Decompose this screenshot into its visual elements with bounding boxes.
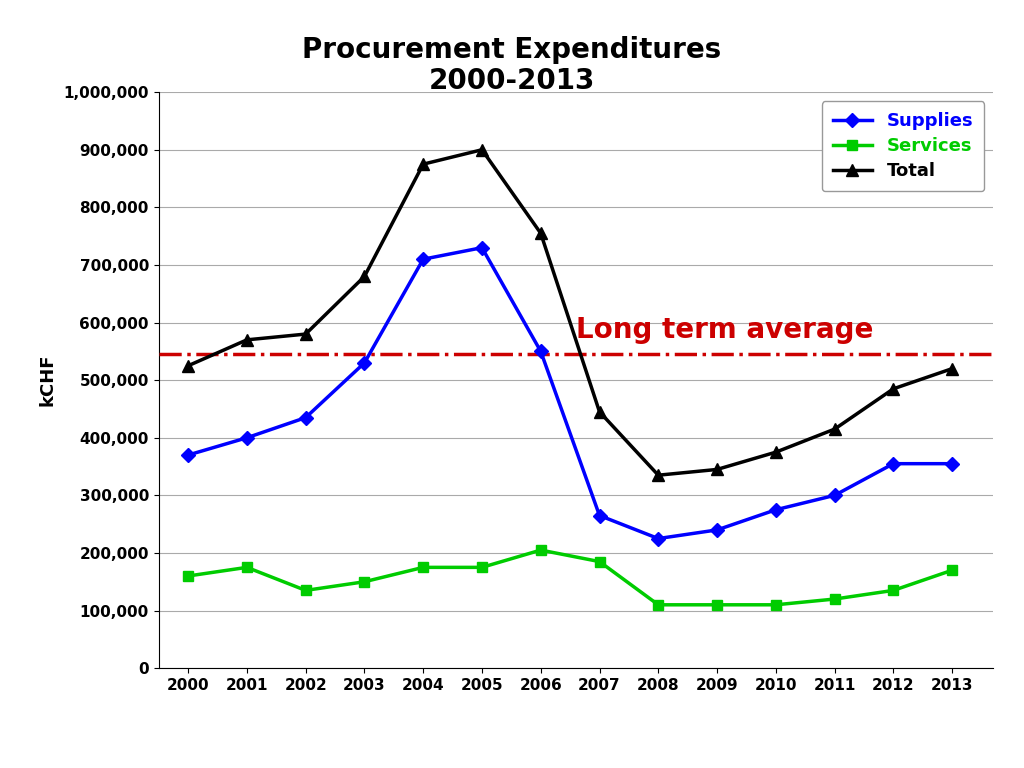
Text: Long term average: Long term average	[575, 316, 873, 344]
Total	[593, 407, 605, 416]
Services	[828, 594, 841, 604]
Text: European Organization for Nuclear Research: European Organization for Nuclear Resear…	[111, 704, 408, 717]
Total	[182, 361, 195, 370]
Text: 2000-2013: 2000-2013	[429, 67, 595, 94]
Total	[711, 465, 723, 474]
Supplies	[358, 358, 371, 368]
Line: Services: Services	[183, 545, 957, 610]
Services	[182, 571, 195, 581]
Total	[417, 160, 429, 169]
Supplies	[770, 505, 782, 515]
Text: CERN: CERN	[36, 712, 62, 721]
Services	[652, 601, 665, 610]
Services	[770, 601, 782, 610]
Services	[593, 557, 605, 566]
Supplies	[887, 459, 899, 468]
Supplies	[828, 491, 841, 500]
Services	[535, 545, 547, 554]
Supplies	[476, 243, 488, 252]
Total	[535, 229, 547, 238]
Supplies	[652, 534, 665, 543]
Total	[241, 336, 253, 345]
Total	[770, 448, 782, 457]
Text: Organisation européenne pour la recherche nucléaire: Organisation européenne pour la recherch…	[111, 733, 466, 746]
Services	[946, 565, 958, 574]
Supplies	[946, 459, 958, 468]
Services	[299, 586, 311, 595]
Total	[358, 272, 371, 281]
Services	[241, 563, 253, 572]
Supplies	[535, 347, 547, 356]
Legend: Supplies, Services, Total: Supplies, Services, Total	[822, 101, 984, 191]
Supplies	[417, 254, 429, 263]
Line: Total: Total	[182, 144, 957, 481]
Services	[358, 578, 371, 587]
Text: Procurement Expenditures: Procurement Expenditures	[302, 36, 722, 64]
Total	[828, 425, 841, 434]
Total	[652, 471, 665, 480]
Total	[299, 329, 311, 339]
Services	[711, 601, 723, 610]
Line: Supplies: Supplies	[183, 243, 957, 544]
Y-axis label: kCHF: kCHF	[39, 354, 56, 406]
Total	[476, 145, 488, 154]
Supplies	[299, 413, 311, 422]
Total	[946, 364, 958, 373]
Services	[417, 563, 429, 572]
Total	[887, 384, 899, 393]
Supplies	[711, 525, 723, 535]
Supplies	[241, 433, 253, 442]
Services	[476, 563, 488, 572]
Supplies	[593, 511, 605, 520]
Services	[887, 586, 899, 595]
Supplies	[182, 450, 195, 459]
